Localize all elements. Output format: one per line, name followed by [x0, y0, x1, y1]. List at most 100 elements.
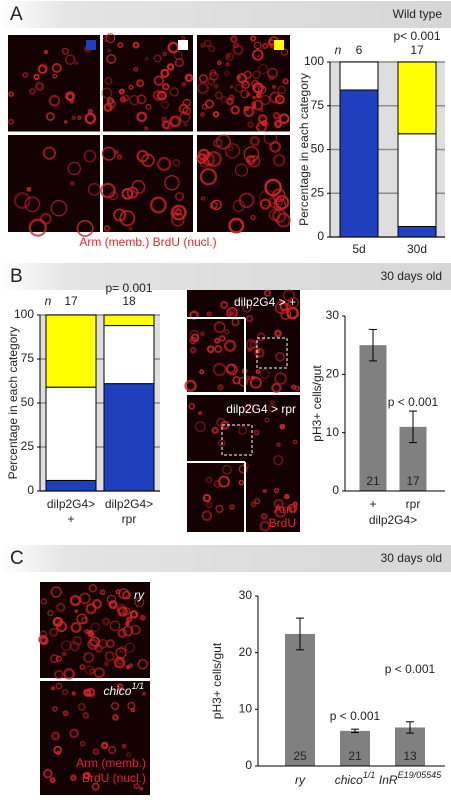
cell: [252, 99, 264, 111]
cell: [216, 60, 222, 66]
cell: [211, 199, 222, 211]
cell: [171, 213, 185, 227]
cell: [202, 493, 212, 503]
cell: [197, 148, 210, 161]
bar-segment: [103, 383, 155, 492]
cell: [90, 622, 100, 632]
cell: [103, 225, 111, 232]
cell: [215, 134, 232, 150]
cell: [216, 417, 226, 428]
cell: [230, 105, 240, 115]
cell: [228, 94, 235, 101]
cell: [243, 462, 249, 469]
cell: [255, 124, 261, 130]
cell: [273, 455, 284, 466]
cell: [161, 100, 169, 109]
group-label: dilp2G4>: [369, 513, 417, 527]
y-tick-label: 10: [239, 702, 253, 716]
bar-segment: [339, 89, 379, 238]
cell: [76, 219, 94, 237]
cell: [238, 425, 248, 435]
cell: [250, 214, 256, 221]
cell: [39, 636, 49, 646]
cell: [50, 586, 62, 598]
cell: [222, 464, 232, 475]
cell: [236, 73, 247, 84]
cell: [205, 501, 213, 509]
cell: [7, 118, 15, 125]
cell: [162, 83, 170, 91]
cell: [79, 664, 86, 670]
cell: [274, 195, 290, 210]
bar-segment: [397, 133, 437, 227]
cell: [84, 665, 95, 676]
cell: [220, 96, 228, 103]
cell: [204, 39, 212, 48]
cell: [40, 598, 47, 605]
cell: [225, 363, 238, 376]
cell: [63, 668, 75, 680]
cell: [109, 191, 119, 201]
y-tick-label: 75: [21, 351, 35, 365]
n-header: n: [45, 294, 52, 308]
cell: [121, 188, 134, 200]
cell: [228, 145, 234, 152]
bar-segment: [397, 61, 437, 135]
y-tick-label: 30: [239, 588, 253, 602]
cell: [261, 120, 268, 127]
category-swatch: [86, 40, 96, 50]
cell: [136, 111, 148, 123]
genotype-label: chico1/1: [103, 681, 144, 698]
label-superscript: 1/1: [131, 681, 144, 691]
cell: [162, 51, 167, 56]
n-label: 17: [64, 294, 78, 308]
error-bar: [406, 721, 414, 734]
cell: [13, 192, 31, 210]
y-tick-label: 50: [21, 395, 35, 409]
cell: [189, 346, 197, 354]
cell: [80, 616, 89, 625]
cell: [211, 426, 219, 434]
cell: [254, 347, 265, 358]
cell: [106, 594, 116, 604]
cell: [91, 782, 100, 791]
cell: [74, 61, 79, 65]
cell: [284, 302, 291, 310]
cell: [53, 745, 63, 755]
x-tick-label: chico1/1: [335, 770, 376, 787]
cell: [208, 45, 216, 52]
cell: [83, 149, 97, 163]
cell: [136, 80, 141, 86]
cell: [254, 498, 261, 505]
cell: [129, 94, 140, 106]
cell: [117, 42, 124, 49]
cell: [149, 196, 167, 214]
cell: [82, 712, 90, 719]
cell: [91, 693, 96, 698]
error-bar: [409, 410, 417, 444]
label-superscript: E19/05545: [398, 770, 443, 780]
cell: [182, 98, 191, 107]
cell: [132, 41, 140, 49]
cell: [278, 113, 290, 124]
cell: [33, 73, 40, 81]
cell: [255, 348, 261, 354]
x-tick-label: +: [369, 497, 376, 511]
cell: [104, 661, 110, 667]
panel-header: [0, 263, 451, 290]
p-value: p < 0.001: [330, 709, 381, 723]
cell: [139, 614, 146, 621]
cell: [263, 489, 267, 493]
cell: [169, 87, 179, 97]
x-tick-label: ry: [295, 773, 306, 787]
cell: [69, 180, 75, 186]
error-bar: [296, 617, 304, 651]
cell: [70, 621, 82, 633]
cell: [105, 33, 116, 44]
cell: [225, 62, 230, 67]
cell: [234, 163, 249, 177]
cell: [243, 105, 255, 117]
cell: [213, 321, 226, 333]
cell: [79, 740, 86, 747]
cell: [130, 624, 141, 636]
